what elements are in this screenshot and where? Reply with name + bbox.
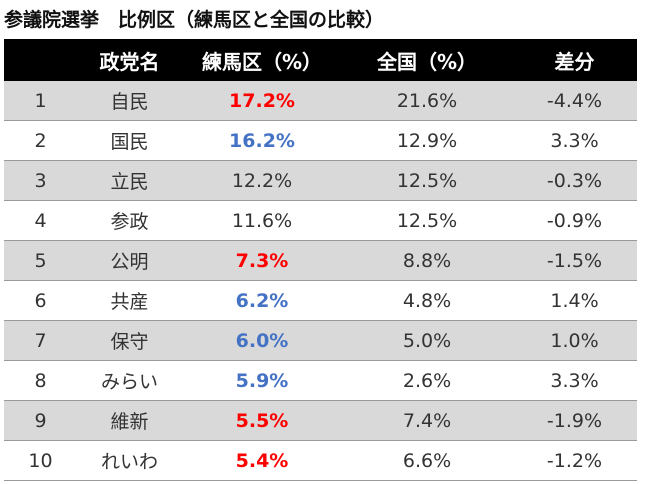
rank-cell: 9 — [4, 400, 77, 441]
table-row: 8 みらい 5.9% 2.6% 3.3% — [4, 360, 637, 401]
rank-cell: 5 — [4, 240, 77, 281]
header-national: 全国（%） — [342, 39, 512, 81]
header-rank — [4, 39, 77, 81]
diff-cell: -1.9% — [512, 400, 637, 441]
party-cell: 維新 — [77, 400, 182, 441]
table-row: 2 国民 16.2% 12.9% 3.3% — [4, 120, 637, 161]
diff-cell: -0.3% — [512, 160, 637, 201]
diff-cell: -0.9% — [512, 200, 637, 241]
page-title: 参議院選挙 比例区（練馬区と全国の比較） — [4, 9, 385, 31]
table-row: 10 れいわ 5.4% 6.6% -1.2% — [4, 440, 637, 481]
nerima-percent-cell: 6.0% — [182, 320, 342, 361]
diff-cell: 1.0% — [512, 320, 637, 361]
national-percent-cell: 4.8% — [342, 280, 512, 321]
party-cell: 保守 — [77, 320, 182, 361]
nerima-percent-cell: 5.4% — [182, 440, 342, 481]
nerima-percent-cell: 6.2% — [182, 280, 342, 321]
rank-cell: 10 — [4, 440, 77, 481]
diff-cell: 3.3% — [512, 120, 637, 161]
rank-cell: 1 — [4, 81, 77, 121]
table-row: 3 立民 12.2% 12.5% -0.3% — [4, 160, 637, 201]
rank-cell: 2 — [4, 120, 77, 161]
nerima-percent-cell: 17.2% — [182, 81, 342, 121]
nerima-percent-cell: 16.2% — [182, 120, 342, 161]
diff-cell: -4.4% — [512, 81, 637, 121]
national-percent-cell: 5.0% — [342, 320, 512, 361]
party-cell: みらい — [77, 360, 182, 401]
diff-cell: 1.4% — [512, 280, 637, 321]
diff-cell: -1.5% — [512, 240, 637, 281]
national-percent-cell: 2.6% — [342, 360, 512, 401]
table-row: 6 共産 6.2% 4.8% 1.4% — [4, 280, 637, 321]
table-row: 5 公明 7.3% 8.8% -1.5% — [4, 240, 637, 281]
party-cell: 自民 — [77, 81, 182, 121]
party-cell: 参政 — [77, 200, 182, 241]
national-percent-cell: 8.8% — [342, 240, 512, 281]
header-nerima: 練馬区（%） — [182, 39, 342, 81]
nerima-percent-cell: 11.6% — [182, 200, 342, 241]
nerima-percent-cell: 5.5% — [182, 400, 342, 441]
national-percent-cell: 12.5% — [342, 160, 512, 201]
national-percent-cell: 21.6% — [342, 81, 512, 121]
header-diff: 差分 — [512, 39, 637, 81]
nerima-percent-cell: 12.2% — [182, 160, 342, 201]
national-percent-cell: 6.6% — [342, 440, 512, 481]
table-row: 4 参政 11.6% 12.5% -0.9% — [4, 200, 637, 241]
rank-cell: 6 — [4, 280, 77, 321]
nerima-percent-cell: 5.9% — [182, 360, 342, 401]
header-party: 政党名 — [77, 39, 182, 81]
party-cell: 共産 — [77, 280, 182, 321]
diff-cell: -1.2% — [512, 440, 637, 481]
rank-cell: 8 — [4, 360, 77, 401]
nerima-percent-cell: 7.3% — [182, 240, 342, 281]
national-percent-cell: 12.5% — [342, 200, 512, 241]
table-row: 7 保守 6.0% 5.0% 1.0% — [4, 320, 637, 361]
party-cell: れいわ — [77, 440, 182, 481]
results-table: 政党名 練馬区（%） 全国（%） 差分 1 自民 17.2% 21.6% -4.… — [4, 39, 637, 481]
party-cell: 立民 — [77, 160, 182, 201]
party-cell: 国民 — [77, 120, 182, 161]
rank-cell: 3 — [4, 160, 77, 201]
rank-cell: 7 — [4, 320, 77, 361]
table-row: 9 維新 5.5% 7.4% -1.9% — [4, 400, 637, 441]
table-body: 1 自民 17.2% 21.6% -4.4% 2 国民 16.2% 12.9% … — [4, 81, 637, 481]
diff-cell: 3.3% — [512, 360, 637, 401]
rank-cell: 4 — [4, 200, 77, 241]
national-percent-cell: 12.9% — [342, 120, 512, 161]
table-header-row: 政党名 練馬区（%） 全国（%） 差分 — [4, 39, 637, 81]
national-percent-cell: 7.4% — [342, 400, 512, 441]
table-row: 1 自民 17.2% 21.6% -4.4% — [4, 81, 637, 121]
party-cell: 公明 — [77, 240, 182, 281]
